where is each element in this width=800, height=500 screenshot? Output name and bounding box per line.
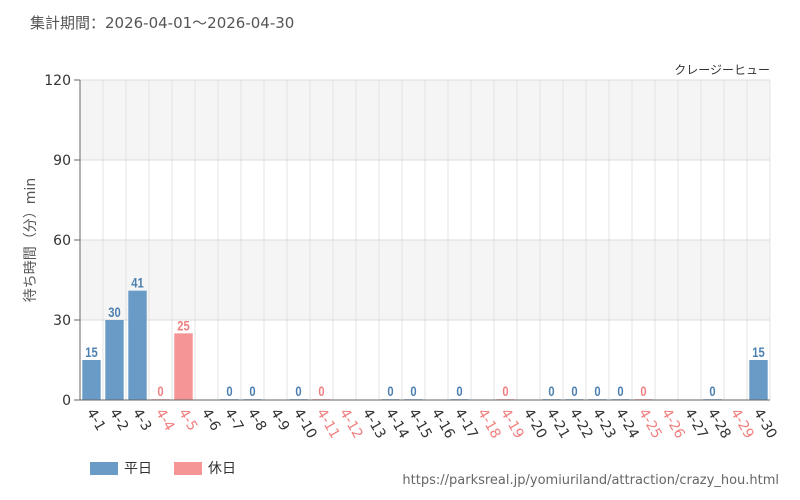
x-tick-label: 4-18 [474, 406, 504, 442]
data-label: 0 [548, 384, 554, 399]
data-label: 0 [157, 384, 163, 399]
x-tick-label: 4-8 [244, 406, 269, 434]
x-tick-label: 4-24 [612, 406, 642, 442]
x-tick-label: 4-27 [681, 406, 711, 442]
x-tick-label: 4-19 [497, 406, 527, 442]
data-label: 0 [571, 384, 577, 399]
data-label: 15 [85, 345, 97, 360]
x-tick-label: 4-22 [566, 406, 596, 442]
x-tick-label: 4-6 [198, 406, 223, 434]
y-tick-label: 0 [62, 393, 71, 409]
data-label: 0 [594, 384, 600, 399]
attraction-name: クレージーヒュー [674, 63, 770, 77]
x-tick-label: 4-3 [129, 406, 154, 434]
data-label: 25 [177, 318, 189, 333]
holiday-swatch [174, 461, 202, 475]
y-tick-label: 60 [53, 233, 71, 249]
legend-weekday-label: 平日 [124, 461, 152, 477]
x-tick-label: 4-11 [313, 406, 343, 442]
data-label: 0 [249, 384, 255, 399]
x-tick-label: 4-7 [221, 406, 246, 434]
x-tick-label: 4-4 [152, 406, 177, 434]
x-axis-ticks: 4-14-24-34-44-54-64-74-84-94-104-114-124… [83, 406, 780, 442]
weekday-swatch [90, 461, 118, 475]
x-tick-label: 4-13 [359, 406, 389, 442]
x-tick-label: 4-29 [727, 406, 757, 442]
x-tick-label: 4-28 [704, 406, 734, 442]
data-label: 0 [410, 384, 416, 399]
x-tick-label: 4-12 [336, 406, 366, 442]
source-url: https://parksreal.jp/yomiuriland/attract… [402, 473, 779, 488]
data-label: 41 [131, 276, 143, 291]
x-tick-label: 4-15 [405, 406, 435, 442]
x-tick-label: 4-2 [106, 406, 131, 434]
legend-holiday: 休日 [174, 458, 236, 478]
x-tick-label: 4-21 [543, 406, 573, 442]
data-label: 0 [709, 384, 715, 399]
y-axis-ticks: 0 30 60 90 120 [44, 73, 80, 409]
x-tick-label: 4-10 [290, 406, 320, 442]
bar [174, 333, 193, 400]
x-tick-label: 4-30 [750, 406, 780, 442]
data-label: 15 [752, 345, 764, 360]
data-labels: 15 30 41 0 25 0 0 0 0 0 0 0 0 0 0 0 0 0 0 15 [85, 276, 764, 400]
data-label: 0 [318, 384, 324, 399]
legend-holiday-label: 休日 [208, 461, 236, 477]
bar [82, 360, 101, 400]
legend-weekday: 平日 [90, 458, 152, 478]
x-tick-label: 4-25 [635, 406, 665, 442]
x-tick-label: 4-9 [267, 406, 292, 434]
x-tick-label: 4-5 [175, 406, 200, 434]
wait-time-chart: 0 30 60 90 120 15 30 41 0 25 0 0 0 0 0 0 0 0 0 0 0 0 0 0 15 4-1… [44, 73, 780, 442]
y-tick-label: 30 [53, 313, 71, 329]
data-label: 0 [502, 384, 508, 399]
bar [128, 290, 147, 400]
bars [82, 290, 768, 400]
bar [749, 360, 768, 400]
period-text: 集計期間：2026-04-01～2026-04-30 [30, 14, 295, 32]
y-tick-label: 90 [53, 153, 71, 169]
x-tick-label: 4-23 [589, 406, 619, 442]
x-tick-label: 4-26 [658, 406, 688, 442]
data-label: 0 [640, 384, 646, 399]
data-label: 0 [226, 384, 232, 399]
data-label: 0 [295, 384, 301, 399]
data-label: 0 [617, 384, 623, 399]
data-label: 30 [108, 305, 120, 320]
x-tick-label: 4-17 [451, 406, 481, 442]
x-tick-label: 4-20 [520, 406, 550, 442]
bar [105, 320, 124, 400]
legend: 平日 休日 [90, 458, 236, 478]
x-tick-label: 4-1 [83, 406, 108, 434]
x-tick-label: 4-16 [428, 406, 458, 442]
x-tick-label: 4-14 [382, 406, 412, 442]
data-label: 0 [387, 384, 393, 399]
y-tick-label: 120 [44, 73, 71, 89]
data-label: 0 [456, 384, 462, 399]
